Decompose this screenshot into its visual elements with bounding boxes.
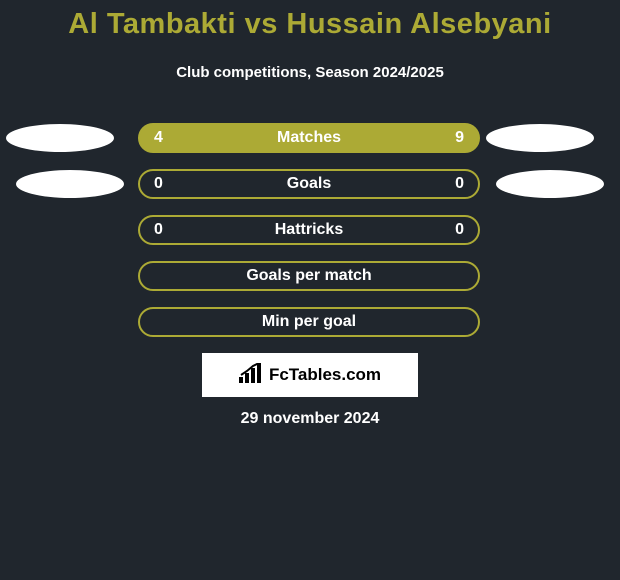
stat-bar: Min per goal: [138, 307, 480, 337]
stat-value-right: 9: [455, 129, 464, 147]
stat-bar: 4Matches9: [138, 123, 480, 153]
source-logo: FcTables.com: [202, 353, 418, 397]
player-marker-left: [6, 124, 114, 152]
player-marker-right: [486, 124, 594, 152]
chart-icon: [239, 363, 263, 388]
stat-label: Hattricks: [140, 221, 478, 239]
comparison-canvas: Al Tambakti vs Hussain Alsebyani Club co…: [0, 0, 620, 580]
player-marker-left: [16, 170, 124, 198]
page-subtitle: Club competitions, Season 2024/2025: [0, 64, 620, 81]
player-marker-right: [496, 170, 604, 198]
stat-bar: 0Hattricks0: [138, 215, 480, 245]
stat-label: Matches: [140, 129, 478, 147]
stat-label: Goals per match: [140, 267, 478, 285]
snapshot-date: 29 november 2024: [0, 410, 620, 428]
stat-label: Min per goal: [140, 313, 478, 331]
stat-bar: Goals per match: [138, 261, 480, 291]
stat-value-right: 0: [455, 221, 464, 239]
stat-value-right: 0: [455, 175, 464, 193]
source-logo-text: FcTables.com: [269, 365, 381, 385]
stat-label: Goals: [140, 175, 478, 193]
stat-bar: 0Goals0: [138, 169, 480, 199]
page-title: Al Tambakti vs Hussain Alsebyani: [0, 8, 620, 41]
